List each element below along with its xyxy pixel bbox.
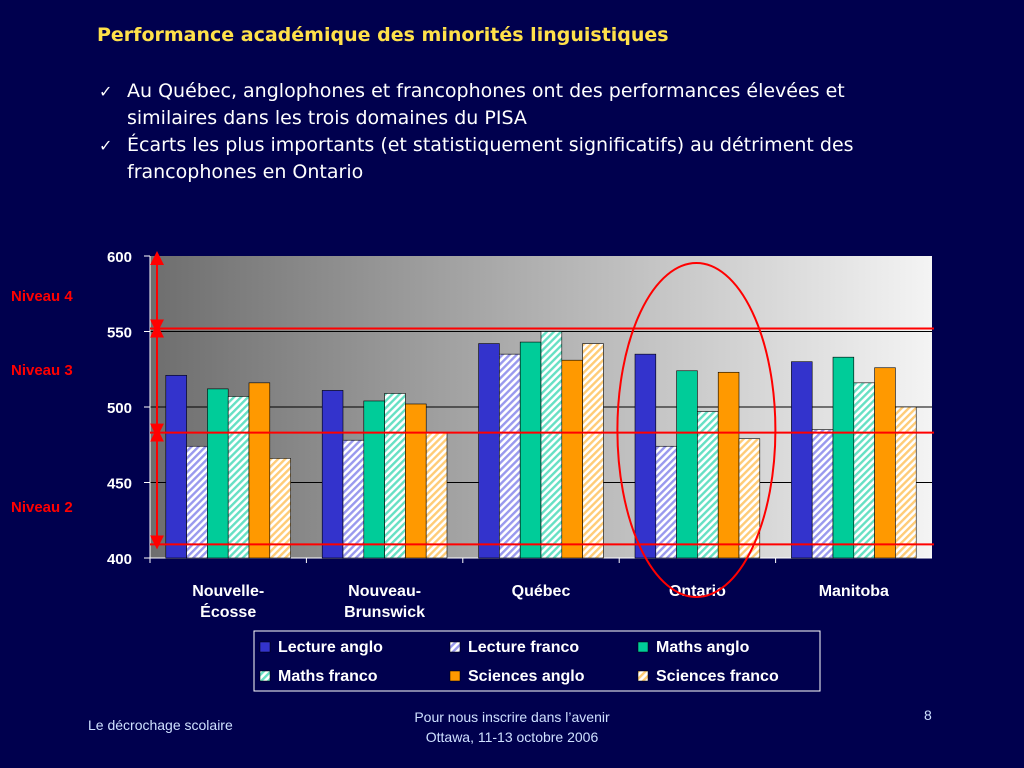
- bar-lecture-anglo: [791, 361, 813, 559]
- bar-maths-franco: [540, 331, 563, 559]
- bar-sciences-anglo: [561, 359, 583, 559]
- bar-lecture-franco: [811, 429, 834, 559]
- legend-swatch: [259, 641, 271, 653]
- legend-swatch: [449, 641, 461, 653]
- x-tick-label: Québec: [512, 583, 571, 600]
- bar-lecture-anglo: [165, 374, 187, 559]
- y-tick-label: 600: [107, 249, 132, 266]
- x-tick-label: Nouveau-Brunswick: [344, 583, 425, 621]
- legend-swatch: [259, 670, 271, 682]
- bullet-text: Au Québec, anglophones et francophones o…: [127, 80, 845, 129]
- y-tick-label: 550: [107, 325, 132, 342]
- bar-maths-anglo: [832, 356, 855, 559]
- bar-maths-anglo: [676, 370, 698, 559]
- bar-sciences-franco: [269, 458, 291, 559]
- y-tick-label: 450: [107, 476, 132, 493]
- bullet-item: ✓ Au Québec, anglophones et francophones…: [97, 78, 897, 132]
- bar-maths-anglo: [519, 341, 542, 559]
- bar-sciences-franco: [738, 438, 761, 559]
- bar-sciences-franco: [895, 406, 917, 559]
- bar-sciences-franco: [582, 343, 604, 559]
- bar-maths-franco: [853, 382, 875, 559]
- bar-maths-franco: [227, 396, 250, 559]
- legend-entry: Lecture anglo: [278, 639, 383, 656]
- y-tick-label: 400: [107, 551, 132, 568]
- bar-sciences-anglo: [405, 403, 427, 559]
- bar-lecture-franco: [186, 445, 208, 559]
- bar-lecture-franco: [655, 445, 677, 559]
- legend-swatch: [637, 641, 649, 653]
- bar-sciences-anglo: [874, 367, 896, 559]
- level-label: Niveau 2: [11, 499, 73, 516]
- legend-swatch: [449, 670, 461, 682]
- legend-entry: Lecture franco: [468, 639, 579, 656]
- bullet-item: ✓ Écarts les plus importants (et statist…: [97, 132, 897, 186]
- bar-lecture-franco: [342, 439, 365, 559]
- legend-swatch: [637, 670, 649, 682]
- bar-maths-anglo: [363, 400, 385, 559]
- y-tick-label: 500: [107, 400, 132, 417]
- bar-sciences-anglo: [248, 382, 271, 559]
- legend-entry: Sciences franco: [656, 668, 779, 685]
- bar-lecture-anglo: [634, 353, 657, 559]
- footer-left: Le décrochage scolaire: [88, 717, 233, 733]
- x-tick-label: Manitoba: [819, 583, 889, 600]
- slide-title: Performance académique des minorités lin…: [97, 24, 669, 46]
- legend-box: [253, 630, 821, 692]
- bar-maths-franco: [384, 393, 406, 559]
- legend-entry: Sciences anglo: [468, 668, 585, 685]
- bar-lecture-anglo: [321, 390, 344, 559]
- bar-sciences-franco: [425, 432, 448, 559]
- footer-center-line: Ottawa, 11-13 octobre 2006: [425, 729, 599, 745]
- bar-chart: 400 450 500 550 600 Nouvelle-Écosse Nouveau-Br…: [11, 249, 934, 692]
- bar-maths-anglo: [207, 388, 229, 559]
- check-icon: ✓: [99, 82, 113, 101]
- highlight-ellipse: [616, 262, 777, 598]
- bar-lecture-franco: [499, 353, 521, 559]
- legend-entry: Maths franco: [278, 668, 378, 685]
- level-label: Niveau 4: [11, 288, 73, 305]
- page-number: 8: [924, 707, 932, 723]
- bullet-text: Écarts les plus importants (et statistiq…: [127, 134, 854, 183]
- bar-sciences-anglo: [717, 371, 740, 559]
- footer-center: Pour nous inscrire dans l’avenir Ottawa,…: [362, 707, 662, 747]
- legend-entry: Maths anglo: [656, 639, 750, 656]
- check-icon: ✓: [99, 136, 113, 155]
- level-label: Niveau 3: [11, 362, 73, 379]
- bar-lecture-anglo: [478, 343, 500, 559]
- footer-center-line: Pour nous inscrire dans l’avenir: [414, 709, 610, 725]
- x-tick-label: Nouvelle-Écosse: [192, 583, 264, 621]
- bullet-list: ✓ Au Québec, anglophones et francophones…: [97, 78, 897, 186]
